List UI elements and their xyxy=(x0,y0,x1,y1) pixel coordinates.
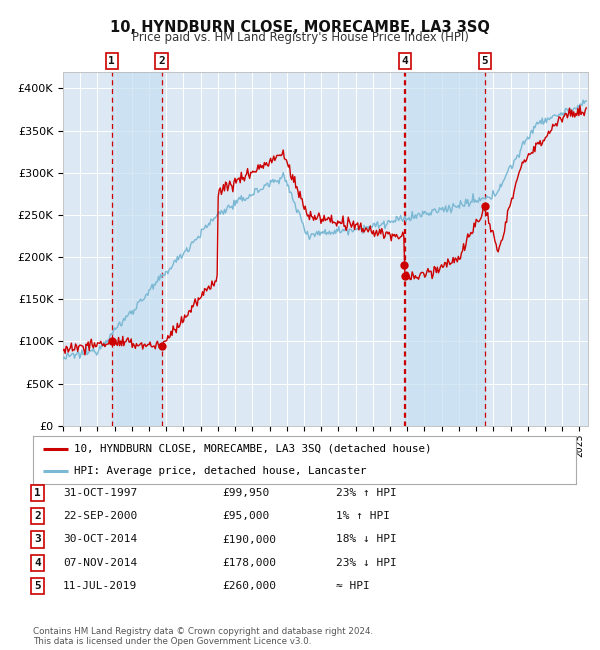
Bar xyxy=(112,72,161,426)
Text: 1: 1 xyxy=(34,488,41,498)
Text: 10, HYNDBURN CLOSE, MORECAMBE, LA3 3SQ: 10, HYNDBURN CLOSE, MORECAMBE, LA3 3SQ xyxy=(110,20,490,34)
Text: 11-JUL-2019: 11-JUL-2019 xyxy=(63,581,137,592)
Bar xyxy=(404,72,485,426)
Text: 2: 2 xyxy=(34,511,41,521)
Text: 10, HYNDBURN CLOSE, MORECAMBE, LA3 3SQ (detached house): 10, HYNDBURN CLOSE, MORECAMBE, LA3 3SQ (… xyxy=(74,444,431,454)
Text: ≈ HPI: ≈ HPI xyxy=(336,581,370,592)
Text: 30-OCT-2014: 30-OCT-2014 xyxy=(63,534,137,545)
Text: 07-NOV-2014: 07-NOV-2014 xyxy=(63,558,137,568)
Text: 5: 5 xyxy=(482,56,488,66)
Text: 31-OCT-1997: 31-OCT-1997 xyxy=(63,488,137,498)
Text: £260,000: £260,000 xyxy=(222,581,276,592)
Text: 5: 5 xyxy=(34,581,41,592)
Text: Price paid vs. HM Land Registry's House Price Index (HPI): Price paid vs. HM Land Registry's House … xyxy=(131,31,469,44)
Text: 4: 4 xyxy=(401,56,408,66)
Text: 1% ↑ HPI: 1% ↑ HPI xyxy=(336,511,390,521)
Text: 1: 1 xyxy=(109,56,115,66)
Text: This data is licensed under the Open Government Licence v3.0.: This data is licensed under the Open Gov… xyxy=(33,637,311,646)
Text: 4: 4 xyxy=(34,558,41,568)
Text: 2: 2 xyxy=(158,56,165,66)
Text: £95,000: £95,000 xyxy=(222,511,269,521)
Text: £178,000: £178,000 xyxy=(222,558,276,568)
Text: 23% ↑ HPI: 23% ↑ HPI xyxy=(336,488,397,498)
Text: 3: 3 xyxy=(34,534,41,545)
Text: 22-SEP-2000: 22-SEP-2000 xyxy=(63,511,137,521)
Text: HPI: Average price, detached house, Lancaster: HPI: Average price, detached house, Lanc… xyxy=(74,466,366,476)
Text: £99,950: £99,950 xyxy=(222,488,269,498)
Text: Contains HM Land Registry data © Crown copyright and database right 2024.: Contains HM Land Registry data © Crown c… xyxy=(33,627,373,636)
Text: 23% ↓ HPI: 23% ↓ HPI xyxy=(336,558,397,568)
Text: 18% ↓ HPI: 18% ↓ HPI xyxy=(336,534,397,545)
Text: £190,000: £190,000 xyxy=(222,534,276,545)
